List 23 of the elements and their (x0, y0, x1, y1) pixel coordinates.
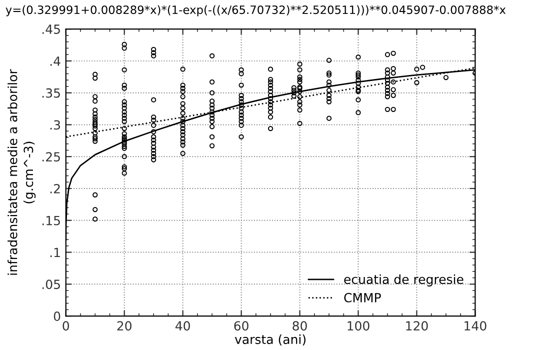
y-tick-label: .35 (42, 88, 60, 98)
y-tick-label: .25 (42, 152, 60, 162)
x-tick-label: 0 (62, 321, 70, 331)
y-tick-label: .45 (42, 24, 60, 34)
chart-title: y=(0.329991+0.008289*x)*(1-exp(-((x/65.70732)**2.520511)))**0.045907-0.007888*x (6, 5, 506, 16)
x-tick-label: 140 (464, 321, 486, 331)
y-tick-label: .2 (50, 184, 60, 194)
y-tick-label: .3 (50, 120, 60, 130)
y-tick-label: .4 (50, 56, 60, 66)
y-axis-title: infradensitatea medie a arborilor (g.cm^-3) (8, 69, 36, 275)
x-tick-label: 80 (292, 321, 307, 331)
y-tick-label: .1 (50, 248, 60, 258)
legend-label: CMMP (344, 292, 381, 302)
x-axis-title: varsta (ani) (234, 334, 306, 346)
y-tick-label: .05 (42, 280, 60, 290)
x-tick-label: 20 (117, 321, 132, 331)
x-tick-label: 100 (348, 321, 370, 331)
x-tick-label: 60 (234, 321, 248, 331)
y-tick-label: 0 (54, 312, 60, 321)
x-tick-label: 40 (175, 321, 190, 331)
legend-label: ecuatia de regresie (344, 274, 464, 286)
y-tick-label: .15 (42, 216, 60, 226)
x-tick-label: 120 (406, 321, 428, 331)
